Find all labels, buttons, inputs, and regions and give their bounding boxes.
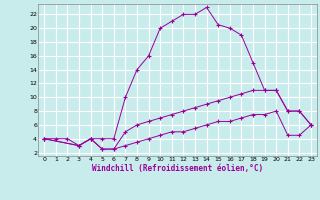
X-axis label: Windchill (Refroidissement éolien,°C): Windchill (Refroidissement éolien,°C) — [92, 164, 263, 173]
